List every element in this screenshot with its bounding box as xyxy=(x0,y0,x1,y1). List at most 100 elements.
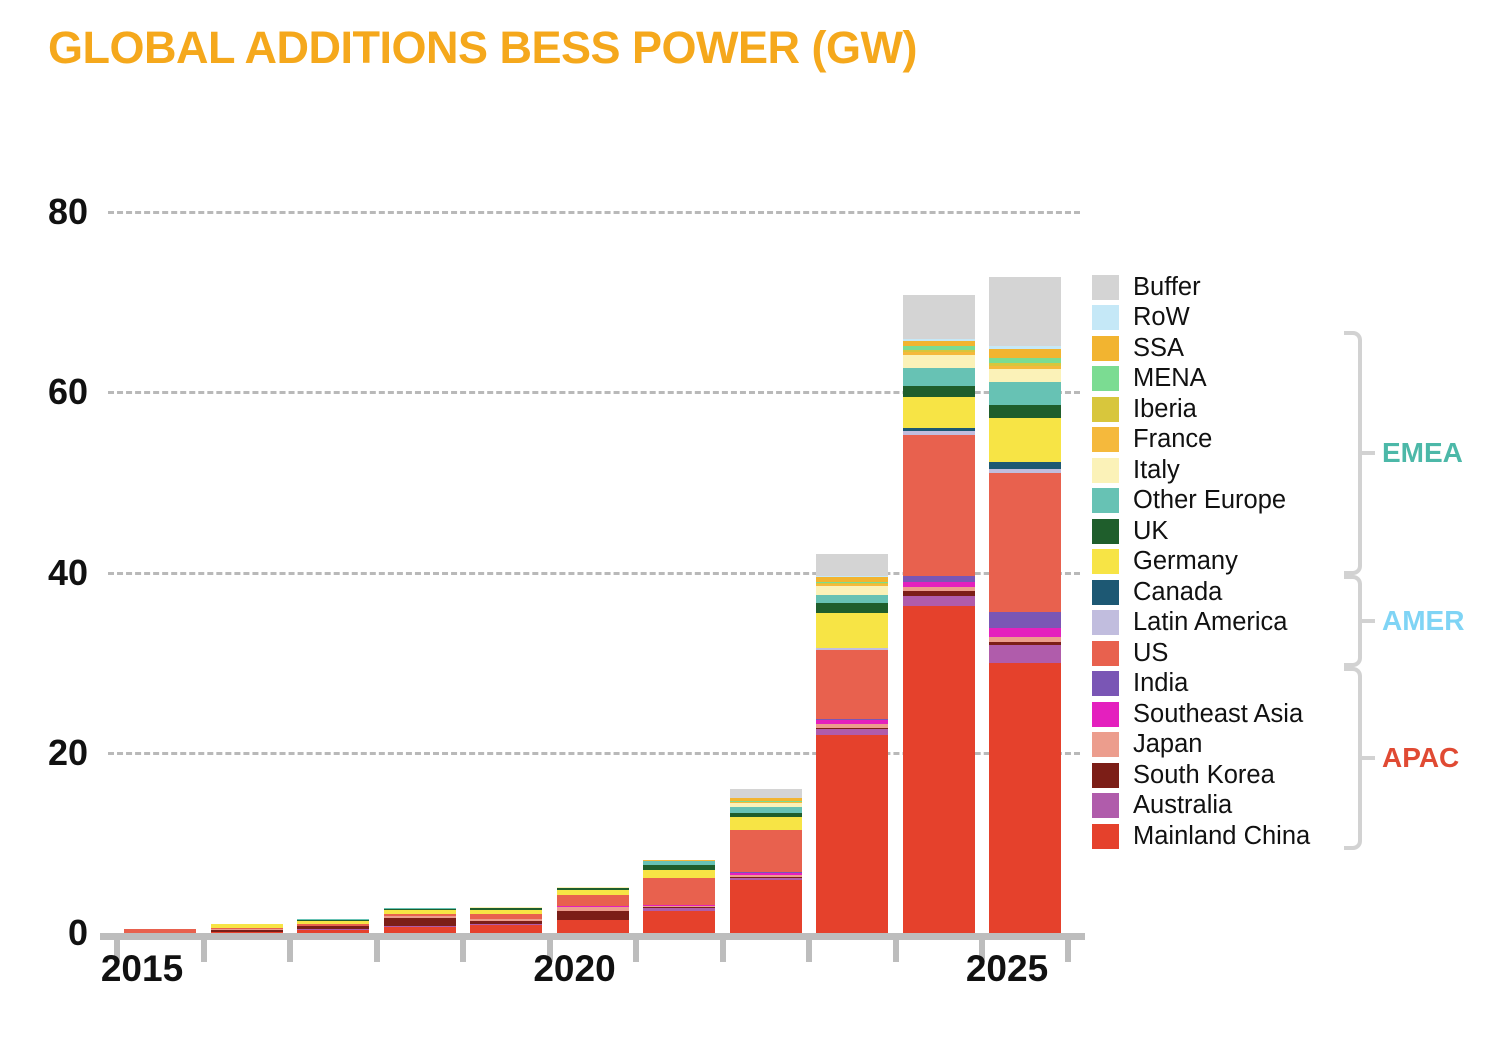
x-axis-tick xyxy=(892,940,899,962)
y-axis-tick-label: 0 xyxy=(67,912,88,953)
bar-segment xyxy=(816,602,888,613)
bar-segment xyxy=(902,367,975,386)
bar-segment xyxy=(643,905,715,908)
legend-item-label: Japan xyxy=(1133,730,1203,758)
x-axis-tick xyxy=(633,940,639,962)
x-axis-tick-label: 2025 xyxy=(965,948,1049,989)
bar-segment xyxy=(729,801,802,803)
bar-segment xyxy=(989,641,1061,645)
bar-2016[interactable] xyxy=(210,923,283,933)
legend-item-ssa[interactable]: SSA xyxy=(1092,333,1352,364)
bar-segment xyxy=(816,727,888,730)
bar-segment xyxy=(989,468,1061,474)
legend-swatch-icon xyxy=(1092,366,1119,392)
legend-swatch-icon xyxy=(1092,335,1119,361)
legend: Buffer RoW SSA MENA Iberia France Italy Other E… xyxy=(1092,272,1352,852)
bar-segment xyxy=(470,924,542,933)
bar-segment xyxy=(816,575,888,577)
bar-segment xyxy=(989,382,1061,405)
bar-segment xyxy=(556,887,629,889)
bar-2018[interactable] xyxy=(383,908,456,933)
bar-segment xyxy=(556,911,629,920)
bar-segment xyxy=(989,368,1061,383)
bar-segment xyxy=(902,294,975,339)
legend-item-us[interactable]: US xyxy=(1092,638,1352,669)
bar-segment xyxy=(383,913,456,917)
legend-item-germany[interactable]: Germany xyxy=(1092,547,1352,578)
bar-segment xyxy=(729,788,802,798)
y-axis-tick-label: 80 xyxy=(47,191,88,232)
legend-item-row[interactable]: RoW xyxy=(1092,303,1352,334)
bar-segment xyxy=(902,338,975,342)
x-axis-tick xyxy=(287,940,293,962)
bar-2015[interactable] xyxy=(124,928,196,933)
region-label-emea: EMEA xyxy=(1382,437,1463,468)
bar-segment xyxy=(902,397,975,428)
legend-swatch-icon xyxy=(1092,549,1119,575)
legend-item-japan[interactable]: Japan xyxy=(1092,730,1352,761)
legend-item-south-korea[interactable]: South Korea xyxy=(1092,760,1352,791)
legend-swatch-icon xyxy=(1092,671,1119,697)
region-bracket-stem xyxy=(1362,451,1375,455)
bar-segment xyxy=(902,345,975,351)
legend-swatch-icon xyxy=(1092,457,1119,483)
x-axis-tick xyxy=(114,940,120,962)
legend-item-mainland-china[interactable]: Mainland China xyxy=(1092,821,1352,852)
legend-item-label: SSA xyxy=(1133,333,1185,362)
bar-segment xyxy=(729,872,802,876)
bar-2024[interactable] xyxy=(902,294,975,933)
legend-item-canada[interactable]: Canada xyxy=(1092,577,1352,608)
legend-item-italy[interactable]: Italy xyxy=(1092,455,1352,486)
bar-segment xyxy=(989,276,1061,346)
legend-item-label: Germany xyxy=(1133,547,1238,575)
bar-segment xyxy=(643,878,715,906)
bar-segment xyxy=(902,431,975,435)
bar-segment xyxy=(989,644,1061,663)
bar-segment xyxy=(816,723,888,728)
legend-item-france[interactable]: France xyxy=(1092,425,1352,456)
legend-item-southeast-asia[interactable]: Southeast Asia xyxy=(1092,699,1352,730)
legend-item-label: Italy xyxy=(1133,455,1180,484)
bar-segment xyxy=(383,916,456,919)
bar-segment xyxy=(729,817,802,830)
bar-2019[interactable] xyxy=(470,907,542,933)
bar-2023[interactable] xyxy=(816,554,888,933)
bar-2020[interactable] xyxy=(556,887,629,933)
bar-segment xyxy=(989,357,1061,364)
legend-item-other-europe[interactable]: Other Europe xyxy=(1092,486,1352,517)
bar-2025[interactable] xyxy=(989,276,1061,933)
bar-segment xyxy=(989,612,1061,629)
legend-item-label: South Korea xyxy=(1133,760,1275,789)
y-axis-tick-label: 40 xyxy=(47,551,88,593)
plot-area xyxy=(108,0,1080,933)
legend-item-iberia[interactable]: Iberia xyxy=(1092,394,1352,425)
x-axis-tick-label: 2020 xyxy=(533,948,616,989)
bar-segment xyxy=(383,908,456,911)
bar-2017[interactable] xyxy=(297,919,369,933)
legend-item-buffer[interactable]: Buffer xyxy=(1092,272,1352,303)
y-axis-tick-label: 60 xyxy=(47,371,88,413)
bar-segment xyxy=(297,924,369,926)
legend-item-india[interactable]: India xyxy=(1092,669,1352,700)
bar-segment xyxy=(816,650,888,719)
bar-segment xyxy=(470,909,542,915)
legend-item-uk[interactable]: UK xyxy=(1092,516,1352,547)
bar-segment xyxy=(902,595,975,606)
bar-segment xyxy=(470,908,542,910)
bar-segment xyxy=(816,582,888,583)
legend-item-mena[interactable]: MENA xyxy=(1092,364,1352,395)
bar-2021[interactable] xyxy=(643,859,715,933)
legend-item-australia[interactable]: Australia xyxy=(1092,791,1352,822)
bar-2022[interactable] xyxy=(729,788,802,933)
legend-swatch-icon xyxy=(1092,579,1119,605)
bar-segment xyxy=(902,427,975,432)
bar-segment xyxy=(383,910,456,914)
x-axis-tick xyxy=(806,940,812,962)
legend-item-latin-america[interactable]: Latin America xyxy=(1092,608,1352,639)
bar-segment xyxy=(297,930,369,933)
bar-segment xyxy=(556,888,629,891)
bar-segment xyxy=(902,605,975,933)
legend-item-label: Iberia xyxy=(1133,394,1197,423)
bar-segment xyxy=(816,582,888,584)
legend-item-label: Latin America xyxy=(1133,608,1288,636)
